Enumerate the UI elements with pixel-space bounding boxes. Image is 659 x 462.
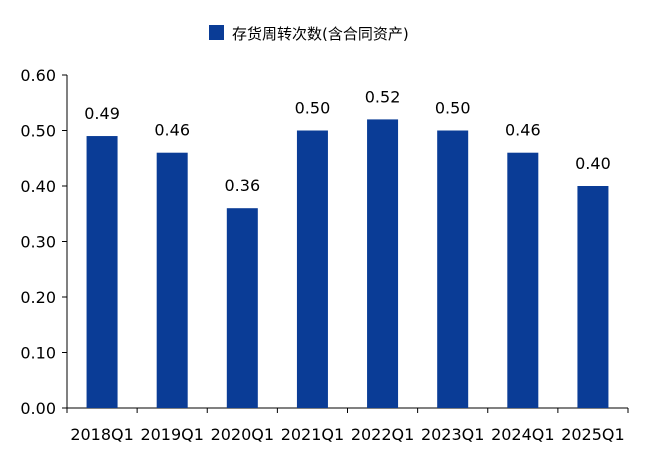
data-label: 0.49	[84, 104, 120, 123]
legend-swatch	[209, 25, 224, 40]
x-tick-label: 2020Q1	[211, 425, 275, 444]
y-tick-label: 0.20	[20, 288, 56, 307]
bar	[367, 119, 399, 409]
legend: 存货周转次数(含合同资产)	[209, 25, 409, 43]
x-tick-label: 2024Q1	[491, 425, 555, 444]
y-tick-label: 0.50	[20, 122, 56, 141]
data-label: 0.36	[225, 176, 261, 195]
x-tick-label: 2018Q1	[70, 425, 134, 444]
x-tick-label: 2021Q1	[281, 425, 345, 444]
bar	[437, 130, 469, 408]
data-label: 0.46	[154, 121, 190, 140]
x-tick-label: 2025Q1	[561, 425, 625, 444]
data-label: 0.50	[295, 99, 331, 118]
y-tick-label: 0.60	[20, 66, 56, 85]
data-label: 0.40	[575, 154, 611, 173]
data-label: 0.52	[365, 87, 401, 106]
bar	[507, 152, 539, 408]
bar	[577, 186, 609, 408]
y-tick-label: 0.30	[20, 233, 56, 252]
legend-label: 存货周转次数(含合同资产)	[232, 25, 409, 43]
plot-area: 0.00 0.10 0.20 0.30 0.40 0.50 0.60 0.49 2018Q1 0.…	[20, 66, 629, 444]
y-tick-label: 0.40	[20, 177, 56, 196]
x-tick-label: 2023Q1	[421, 425, 485, 444]
bar	[156, 152, 188, 408]
bar	[86, 136, 118, 409]
y-tick-label: 0.00	[20, 399, 56, 418]
x-tick-label: 2019Q1	[140, 425, 204, 444]
data-label: 0.46	[505, 121, 541, 140]
y-tick-label: 0.10	[20, 344, 56, 363]
bar	[226, 208, 258, 408]
x-tick-label: 2022Q1	[351, 425, 415, 444]
data-label: 0.50	[435, 99, 471, 118]
bar	[296, 130, 328, 408]
